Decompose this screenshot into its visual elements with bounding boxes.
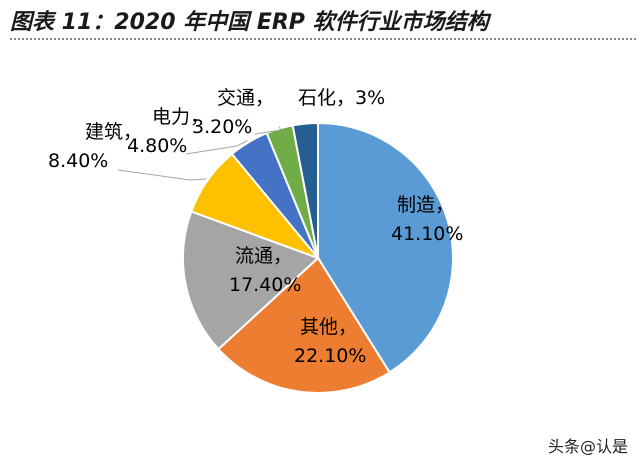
slice-label-name-5: 电力， <box>152 106 209 128</box>
pie-slice-7 <box>291 121 319 259</box>
slice-labels: 制造， 41.10% 其他， 22.10% 流通， 17.40% 建筑， 8.40% 电力， 4.… <box>48 87 463 367</box>
slice-label-value-1: 41.10% <box>391 223 463 245</box>
slice-label-value-6: 3.20% <box>192 116 252 138</box>
leader-line-5 <box>185 140 248 155</box>
slice-label-name-6: 交通， <box>217 87 274 109</box>
leader-line-6 <box>254 126 282 135</box>
slice-label-name-1: 制造， <box>397 194 454 216</box>
slice-label-value-3: 17.40% <box>229 274 301 296</box>
leader-line-4 <box>117 169 207 181</box>
leader-lines <box>117 126 282 181</box>
slice-label-name-2: 其他， <box>300 316 357 338</box>
title-divider <box>10 38 636 40</box>
slice-label-value-2: 22.10% <box>294 345 366 367</box>
slice-label-name-7: 石化，3% <box>298 87 385 109</box>
pie-slice-2 <box>217 256 391 394</box>
slice-label-name-3: 流通， <box>235 245 292 267</box>
slice-label-name-4: 建筑， <box>85 121 142 143</box>
chart-title: 图表 11：2020 年中国 ERP 软件行业市场结构 <box>10 10 489 35</box>
watermark-text: 头条@认是 <box>547 437 628 456</box>
slice-label-value-4: 8.40% <box>48 150 108 172</box>
slice-label-value-5: 4.80% <box>127 135 187 157</box>
pie-slices <box>182 121 454 394</box>
